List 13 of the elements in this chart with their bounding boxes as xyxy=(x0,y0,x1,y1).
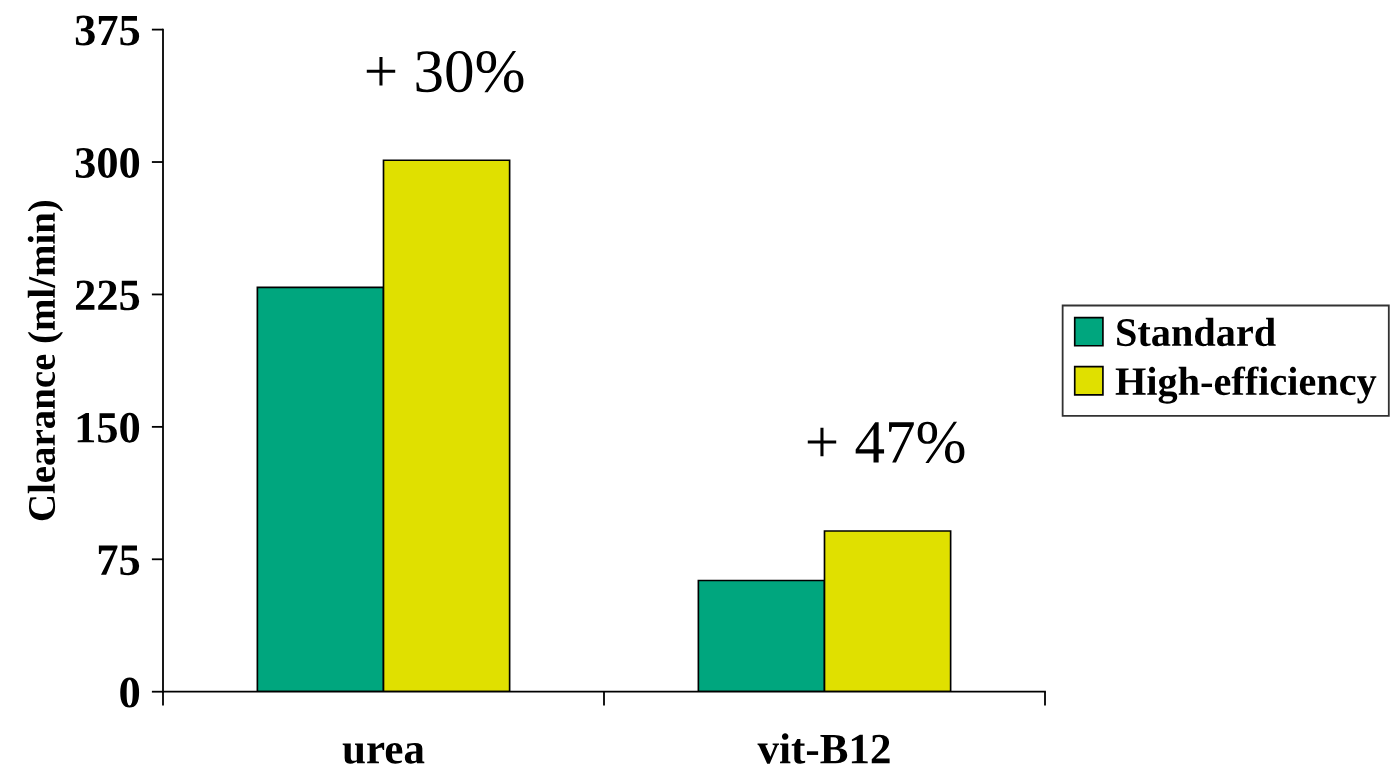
y-tick-label: 150 xyxy=(77,412,140,443)
y-tick-label: 375 xyxy=(75,15,140,46)
annotation: + 30% xyxy=(366,50,524,93)
legend-label: Standard xyxy=(1117,317,1276,347)
y-axis-title: Clearance (ml/min) xyxy=(27,200,63,521)
y-tick-label: 0 xyxy=(120,677,140,708)
x-tick-label: urea xyxy=(342,742,425,764)
y-tick-label: 225 xyxy=(75,280,140,311)
y-tick-label: 300 xyxy=(75,147,140,178)
legend-label: High-efficiency xyxy=(1115,366,1377,404)
annotation: + 47% xyxy=(807,421,965,464)
x-tick-label: vit-B12 xyxy=(757,733,890,764)
y-tick-label: 75 xyxy=(98,545,140,576)
